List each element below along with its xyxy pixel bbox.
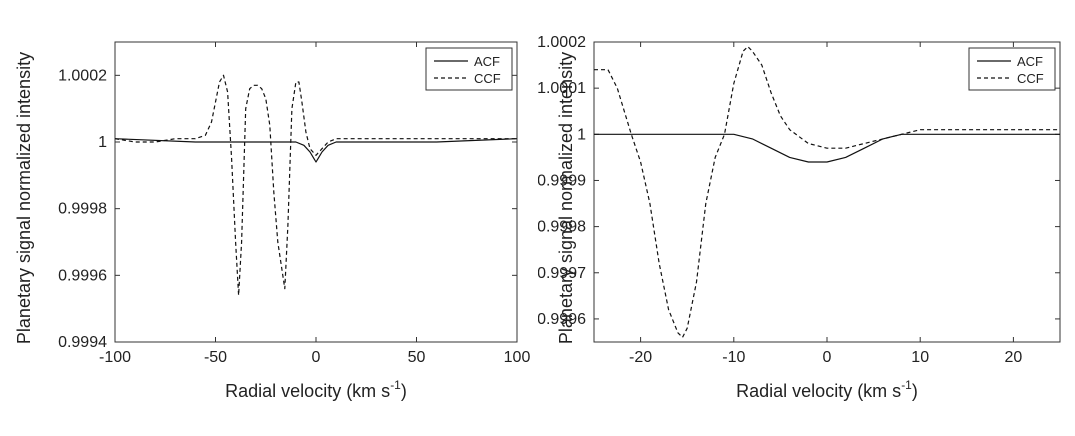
right-xaxis-label: Radial velocity (km s-1) [736, 378, 918, 401]
right-xtick-label: -20 [629, 349, 652, 366]
left-ytick-label: 0.9996 [58, 267, 107, 284]
right-plot-area [594, 45, 1060, 338]
right-legend-label-ccf: CCF [1017, 71, 1044, 86]
right-xtick-label: 0 [823, 349, 832, 366]
right-xaxis-label-close: ) [912, 381, 918, 401]
left-xaxis-label: Radial velocity (km s-1) [225, 378, 407, 401]
left-xtick-label: 100 [504, 349, 531, 366]
right-xaxis-label-main: Radial velocity (km s [736, 381, 901, 401]
left-ytick-label: 1.0002 [58, 67, 107, 84]
left-legend-label-ccf: CCF [474, 71, 501, 86]
right-yaxis-label: Planetary signal normalized intensity [556, 52, 576, 344]
left-xaxis-label-main: Radial velocity (km s [225, 381, 390, 401]
right-ytick-label: 1.0002 [538, 34, 586, 51]
right-ytick-label: 1.0001 [538, 80, 586, 97]
right-series-acf [594, 133, 1060, 163]
left-xtick-label: 0 [312, 349, 321, 366]
left-xtick-label: -100 [99, 349, 131, 366]
left-legend-box [425, 47, 513, 91]
left-xtick-label: 50 [408, 349, 426, 366]
right-xtick-label: -10 [722, 349, 745, 366]
chart-left: -100 -50 0 50 100 0.9994 0.9996 0.9998 1 1.0002 Ra… [0, 0, 537, 431]
right-ytick-label: 0.9996 [538, 311, 586, 328]
chart-right: -20 -10 0 10 20 0.9996 0.9997 0.9998 0.9999 1 1.00… [537, 0, 1075, 431]
left-legend-label-acf: ACF [474, 54, 500, 69]
right-xaxis-label-sup: -1 [901, 378, 912, 392]
right-xtick-label: 10 [911, 349, 929, 366]
left-xaxis-label-sup: -1 [390, 378, 401, 392]
chart-left-svg: -100 -50 0 50 100 0.9994 0.9996 0.9998 1 1.0002 Ra… [14, 41, 531, 401]
left-series-acf [115, 138, 517, 163]
left-ytick-label: 0.9994 [58, 334, 107, 351]
left-plot-area [115, 74, 517, 296]
left-ytick-label: 1 [98, 134, 107, 151]
right-ytick-label: 0.9997 [538, 265, 586, 282]
right-legend-box [968, 47, 1056, 91]
left-xaxis-label-close: ) [401, 381, 407, 401]
right-legend-label-acf: ACF [1017, 54, 1043, 69]
left-ytick-label: 0.9998 [58, 201, 107, 218]
right-xtick-label: 20 [1005, 349, 1023, 366]
right-ytick-label: 0.9998 [538, 219, 586, 236]
right-series-ccf [594, 45, 1060, 338]
left-series-ccf [115, 74, 517, 296]
left-yaxis-label: Planetary signal normalized intensity [14, 52, 34, 344]
right-ytick-label: 1 [577, 126, 586, 143]
left-xtick-label: -50 [204, 349, 227, 366]
chart-right-svg: -20 -10 0 10 20 0.9996 0.9997 0.9998 0.9999 1 1.00… [537, 34, 1061, 401]
right-ytick-label: 0.9999 [538, 172, 586, 189]
